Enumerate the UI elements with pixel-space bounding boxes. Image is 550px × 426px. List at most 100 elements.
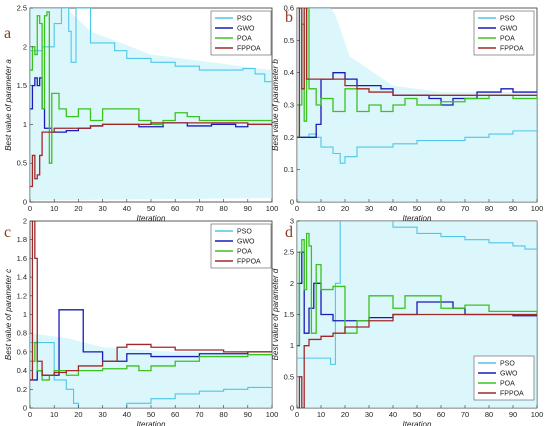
y-tick-label: 1.8 <box>17 235 27 244</box>
legend-label-poa: POA <box>500 36 515 43</box>
series-line-fppoa <box>297 8 537 138</box>
y-tick-label: 0 <box>290 198 294 207</box>
y-tick-label: 1 <box>290 341 294 350</box>
x-tick-label: 20 <box>74 204 82 213</box>
series-line-fppoa <box>30 221 272 381</box>
y-tick-label: 1.5 <box>17 81 27 90</box>
x-tick-label: 90 <box>244 204 252 213</box>
x-axis-label: Iteration <box>137 214 166 223</box>
x-tick-label: 60 <box>437 410 445 419</box>
legend-label-fppoa: FPPOA <box>500 46 524 53</box>
plot-series <box>30 8 272 201</box>
legend-label-fppoa: FPPOA <box>237 46 261 53</box>
legend-label-gwo: GWO <box>500 26 518 33</box>
y-tick-label: 2.5 <box>17 4 27 13</box>
x-tick-label: 0 <box>295 204 299 213</box>
legend-label-pso: PSO <box>237 229 252 236</box>
x-tick-label: 70 <box>461 410 469 419</box>
legend: PSO GWO POA FPPOA <box>210 223 272 269</box>
series-line-fppoa <box>30 122 272 188</box>
panel-a: 0 10 20 30 40 50 60 70 80 90 100 0 0.5 1 1.5 2 2.5 Iterat… <box>4 4 278 224</box>
x-axis-label: Iteration <box>403 214 432 223</box>
legend-label-poa: POA <box>237 36 252 43</box>
y-axis-label: Best value of parameter c <box>4 269 13 360</box>
x-tick-label: 40 <box>389 204 397 213</box>
x-tick-label: 0 <box>295 410 299 419</box>
y-axis-label: Best value of parameter d <box>271 268 280 360</box>
x-tick-label: 0 <box>28 204 32 213</box>
y-tick-label: 0.8 <box>17 329 27 338</box>
x-tick-label: 70 <box>195 410 203 419</box>
legend-label-poa: POA <box>500 381 515 388</box>
x-tick-label: 30 <box>98 204 106 213</box>
y-tick-label: 0 <box>23 198 27 207</box>
series-line-pso <box>297 130 537 164</box>
x-tick-label: 80 <box>219 410 227 419</box>
series-line-pso <box>30 8 272 83</box>
x-tick-label: 10 <box>50 410 58 419</box>
x-tick-label: 70 <box>461 204 469 213</box>
x-tick-label: 20 <box>341 204 349 213</box>
x-tick-label: 100 <box>531 204 544 213</box>
legend-label-fppoa: FPPOA <box>237 259 261 266</box>
x-tick-label: 80 <box>485 204 493 213</box>
x-tick-label: 50 <box>413 410 421 419</box>
panel-d: 0 10 20 30 40 50 60 70 80 90 100 0 0.5 1 1.5 2 2.5 3 Itera… <box>271 217 543 426</box>
y-tick-label: 1 <box>23 120 27 129</box>
y-tick-label: 1.5 <box>284 310 294 319</box>
legend-label-poa: POA <box>237 249 252 256</box>
x-tick-label: 40 <box>123 204 131 213</box>
plot-series <box>297 8 537 202</box>
y-tick-label: 2 <box>290 279 294 288</box>
series-line-poa <box>30 11 272 164</box>
legend-label-pso: PSO <box>500 361 515 368</box>
panel-label: b <box>285 9 293 26</box>
x-tick-label: 0 <box>28 410 32 419</box>
x-tick-label: 30 <box>365 204 373 213</box>
y-tick-label: 0.3 <box>284 101 294 110</box>
x-tick-label: 30 <box>365 410 373 419</box>
y-tick-label: 0.4 <box>17 366 27 375</box>
panel-label: a <box>4 25 11 42</box>
y-tick-label: 2 <box>23 217 27 226</box>
x-tick-label: 30 <box>98 410 106 419</box>
x-tick-label: 100 <box>266 204 279 213</box>
x-tick-label: 60 <box>171 410 179 419</box>
y-tick-label: 1 <box>23 310 27 319</box>
x-tick-label: 80 <box>219 204 227 213</box>
x-tick-label: 40 <box>123 410 131 419</box>
x-tick-label: 50 <box>413 204 421 213</box>
x-tick-label: 60 <box>437 204 445 213</box>
x-tick-label: 20 <box>341 410 349 419</box>
x-tick-label: 90 <box>509 410 517 419</box>
x-tick-label: 90 <box>244 410 252 419</box>
legend: PSO GWO POA FPPOA <box>473 355 535 401</box>
x-tick-label: 10 <box>317 204 325 213</box>
legend: PSO GWO POA FPPOA <box>210 10 272 56</box>
x-tick-label: 70 <box>195 204 203 213</box>
y-tick-label: 0.6 <box>17 347 27 356</box>
y-tick-label: 0.2 <box>17 385 27 394</box>
y-tick-label: 2 <box>23 42 27 51</box>
series-line-poa <box>297 232 537 347</box>
x-tick-label: 80 <box>485 410 493 419</box>
x-axis-label: Iteration <box>137 420 166 426</box>
plot-series <box>30 221 272 408</box>
pso-spread-band <box>30 8 272 201</box>
y-tick-label: 0.2 <box>284 133 294 142</box>
x-tick-label: 100 <box>266 410 279 419</box>
y-tick-label: 0 <box>23 404 27 413</box>
y-tick-label: 0.4 <box>284 68 294 77</box>
y-tick-label: 2.5 <box>284 248 294 257</box>
y-tick-label: 0.6 <box>284 4 294 13</box>
series-line-poa <box>297 8 537 138</box>
panel-c: 0 10 20 30 40 50 60 70 80 90 100 0 0.2 0.4 0.6 0.8 1 1.2 1… <box>4 217 278 426</box>
y-tick-label: 0 <box>290 404 294 413</box>
series-line-fppoa <box>297 313 537 408</box>
x-tick-label: 20 <box>74 410 82 419</box>
y-tick-label: 1.2 <box>17 291 27 300</box>
x-axis-label: Iteration <box>403 420 432 426</box>
y-tick-label: 1.6 <box>17 254 27 263</box>
x-tick-label: 90 <box>509 204 517 213</box>
